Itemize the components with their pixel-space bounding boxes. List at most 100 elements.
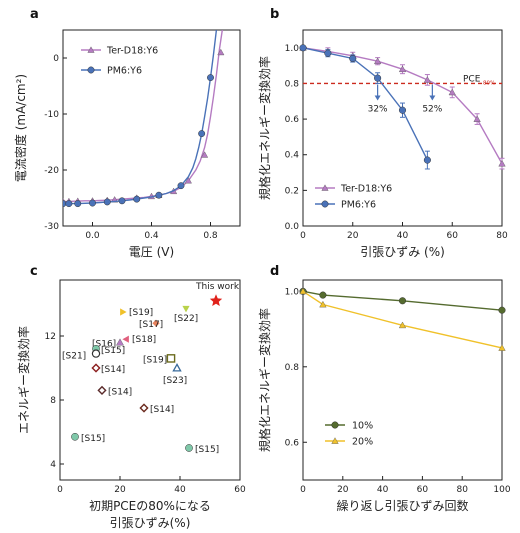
legend-marker <box>321 200 329 208</box>
legend-marker <box>331 421 339 429</box>
plot-frame <box>302 279 503 481</box>
data-point <box>184 177 192 184</box>
x-axis-title: 初期PCEの80%になる <box>89 499 211 513</box>
y-tick-label: 0.6 <box>285 115 300 125</box>
plot-frame <box>302 29 503 227</box>
data-point <box>373 57 382 65</box>
point-label: [S16] <box>92 339 116 349</box>
point-label: [S17] <box>139 320 163 330</box>
series-1 <box>299 44 431 170</box>
panel-letter: b <box>270 7 279 22</box>
data-point <box>172 363 182 372</box>
data-point <box>319 300 327 308</box>
data-point <box>398 297 407 305</box>
x-tick-label: 20 <box>347 231 359 241</box>
y-axis-title: 規格化エネルギー変換効率 <box>257 56 272 200</box>
point-label: [S19] <box>129 308 153 318</box>
legend-marker <box>331 437 339 444</box>
data-point <box>374 74 382 82</box>
panel-letter: a <box>30 7 39 22</box>
data-point <box>166 354 176 363</box>
panel-letter: c <box>30 264 38 279</box>
series-0 <box>299 287 506 314</box>
data-point <box>398 65 407 73</box>
data-point <box>89 199 96 207</box>
series-1 <box>63 30 218 208</box>
panel-b: 0 20 40 60 80 0.0 0.2 0.4 0.6 0.8 1.0 引張ひずみ (%) 規格化エ… <box>257 7 508 259</box>
x-tick-label: 60 <box>234 485 246 495</box>
data-point <box>97 385 107 395</box>
data-point <box>155 191 163 199</box>
data-point <box>139 403 149 413</box>
point-label: [S15] <box>101 346 125 356</box>
point-label: [S15] <box>195 445 219 455</box>
x-axis-title: 電圧 (V) <box>129 245 174 259</box>
arrow-label: 32% <box>368 104 388 114</box>
x-tick-label: 60 <box>417 485 429 495</box>
y-tick-label: 0.8 <box>285 79 300 89</box>
x-tick-label: 0 <box>300 485 306 495</box>
arrow-head <box>429 95 436 101</box>
legend-marker <box>87 66 95 74</box>
data-point <box>217 48 225 56</box>
y-tick-label: -30 <box>44 222 59 232</box>
reference-line-subscript: 80% <box>483 80 495 86</box>
data-point <box>91 363 101 373</box>
data-point <box>91 349 101 358</box>
data-point <box>299 44 307 52</box>
legend: 10%20% <box>325 421 373 448</box>
y-tick-label: 0.4 <box>285 151 300 161</box>
panel-letter: d <box>270 264 279 279</box>
x-tick-label: 0.0 <box>85 231 100 241</box>
data-point <box>133 195 141 203</box>
point-label: This work <box>195 282 240 292</box>
data-point <box>349 54 357 63</box>
data-point <box>319 291 327 299</box>
x-tick-label: 40 <box>377 485 389 495</box>
legend-label: 20% <box>352 437 373 448</box>
data-point <box>118 197 126 205</box>
data-point <box>198 130 206 138</box>
data-point <box>207 74 214 82</box>
y-tick-label: 4 <box>50 460 56 470</box>
y-axis-title: エネルギー変換効率 <box>16 326 31 434</box>
x-axis-title-line2: 引張ひずみ(%) <box>110 516 191 530</box>
series-line <box>302 47 429 161</box>
data-point <box>423 156 431 164</box>
arrow-label: 52% <box>422 104 442 114</box>
data-point <box>103 198 111 206</box>
y-axis-title: 電流密度 (mA/cm²) <box>13 74 28 182</box>
legend: Ter-D18:Y6 PM6:Y6 <box>315 184 392 211</box>
y-tick-label: 12 <box>45 332 56 342</box>
data-point <box>299 287 307 295</box>
point-label: [S18] <box>132 335 156 345</box>
x-tick-label: 80 <box>456 485 468 495</box>
y-tick-label: 0.2 <box>285 186 299 196</box>
x-tick-label: 100 <box>493 485 510 495</box>
point-label: [S22] <box>174 314 198 324</box>
data-point <box>398 321 407 329</box>
data-point <box>152 319 160 327</box>
panel-d: 0 20 40 60 80 100 0.6 0.8 1.0 繰り返し引張ひずみ回数 規格化エネルギー… <box>257 264 511 513</box>
data-point <box>185 444 193 452</box>
x-tick-label: 20 <box>337 485 349 495</box>
data-point <box>473 115 481 122</box>
data-point <box>498 306 506 314</box>
point-label: [S23] <box>163 376 187 386</box>
data-point <box>74 200 82 208</box>
panel-a: 0.0 0.4 0.8 -30 -20 -10 0 電圧 (V) 電流密度 (mA/cm²) a T… <box>13 7 241 259</box>
data-point <box>63 200 67 208</box>
x-tick-label: 0.4 <box>144 231 159 241</box>
series-line <box>302 290 503 311</box>
x-tick-label: 0.8 <box>203 231 218 241</box>
x-tick-label: 80 <box>496 231 508 241</box>
plot-frame <box>59 279 241 481</box>
point-label: [S21] <box>62 352 86 362</box>
x-tick-label: 0 <box>300 231 306 241</box>
legend-label: Ter-D18:Y6 <box>340 184 392 195</box>
reference-line-label: PCE <box>463 74 481 84</box>
data-point <box>65 200 73 208</box>
legend-label: 10% <box>352 421 373 432</box>
